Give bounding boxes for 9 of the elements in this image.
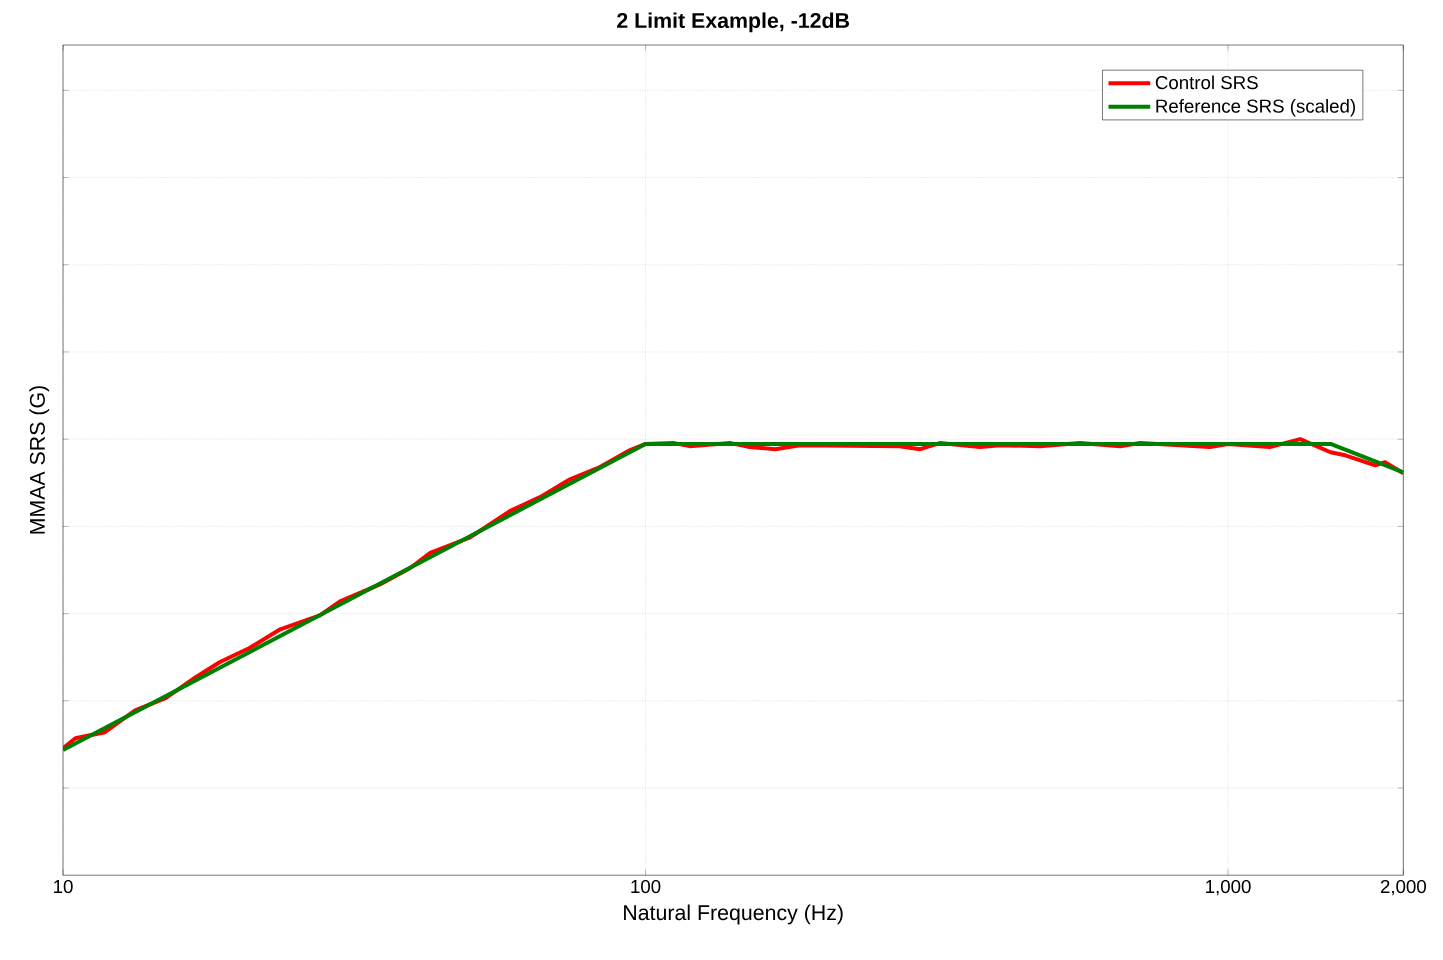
chart-title: 2 Limit Example, -12dB	[617, 12, 849, 33]
legend-label: Reference SRS (scaled)	[1156, 98, 1355, 117]
legend-label: Control SRS	[1155, 75, 1258, 90]
y-axis-title: MMAA SRS (G)	[29, 386, 50, 534]
x-tick-label: 10	[54, 879, 73, 894]
x-tick-label: 1,000	[1206, 879, 1251, 896]
x-tick-label: 100	[631, 879, 661, 894]
x-tick-label: 2,000	[1380, 879, 1426, 896]
x-axis-title: Natural Frequency (Hz)	[624, 904, 843, 925]
